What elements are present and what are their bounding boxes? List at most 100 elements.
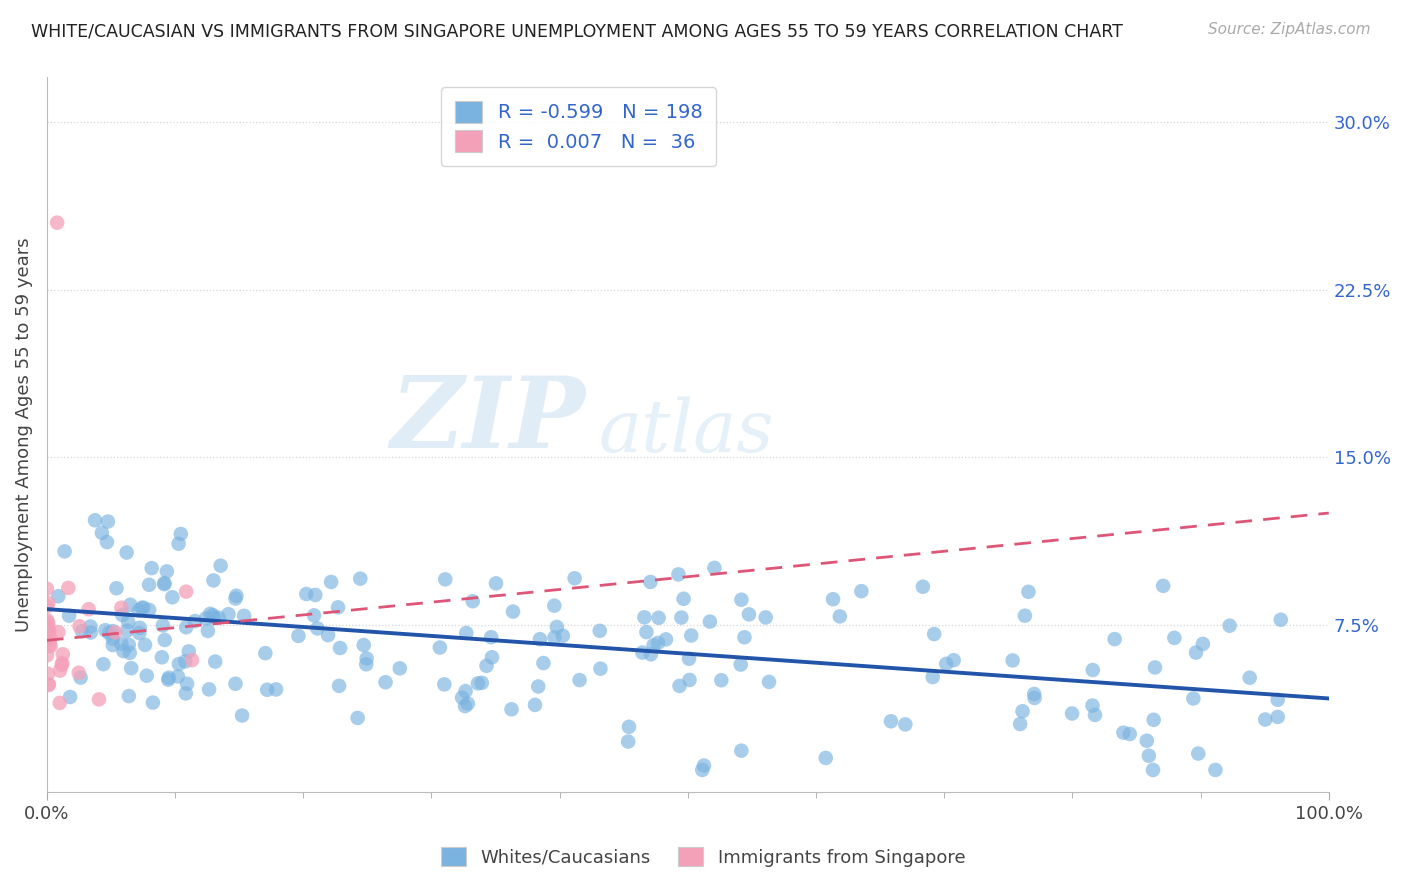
Point [374, 675, 396, 690]
Point [543, 631, 565, 645]
Point [911, 580, 934, 594]
Point [101, 632, 124, 646]
Point [131, 600, 153, 615]
Point [454, 699, 477, 714]
Point [120, 661, 142, 675]
Point [181, 653, 204, 667]
Point [922, 627, 945, 641]
Point [77, 602, 100, 616]
Point [37, 630, 59, 644]
Point [349, 572, 371, 586]
Point [543, 599, 565, 613]
Point [295, 587, 318, 601]
Point [1270, 613, 1292, 627]
Point [1014, 608, 1036, 623]
Point [921, 670, 943, 684]
Point [302, 608, 325, 623]
Point [97, 515, 120, 529]
Point [636, 625, 658, 640]
Point [329, 640, 352, 655]
Point [59, 690, 82, 704]
Point [202, 611, 225, 625]
Point [1219, 618, 1241, 632]
Point [668, 567, 690, 582]
Point [307, 621, 329, 635]
Point [672, 591, 695, 606]
Point [176, 677, 198, 691]
Point [174, 686, 197, 700]
Point [326, 600, 349, 615]
Point [217, 607, 239, 622]
Point [233, 608, 256, 623]
Point [200, 607, 222, 621]
Text: atlas: atlas [598, 396, 773, 467]
Point [681, 628, 703, 642]
Point [304, 588, 326, 602]
Point [471, 675, 494, 690]
Point [174, 654, 197, 668]
Point [80, 625, 103, 640]
Point [110, 600, 132, 615]
Point [1119, 727, 1142, 741]
Point [52, 648, 75, 662]
Point [39, 639, 62, 653]
Point [738, 607, 761, 622]
Point [37, 666, 59, 681]
Point [58, 581, 80, 595]
Point [141, 561, 163, 575]
Point [90, 525, 112, 540]
Text: Source: ZipAtlas.com: Source: ZipAtlas.com [1208, 22, 1371, 37]
Point [733, 630, 755, 644]
Point [204, 655, 226, 669]
Point [1060, 706, 1083, 721]
Point [1017, 584, 1039, 599]
Point [118, 638, 141, 652]
Point [115, 624, 138, 638]
Point [224, 591, 246, 606]
Point [935, 657, 957, 671]
Point [617, 734, 640, 748]
Point [828, 609, 851, 624]
Point [501, 702, 523, 716]
Point [346, 711, 368, 725]
Point [1081, 698, 1104, 713]
Point [98, 626, 121, 640]
Point [128, 603, 150, 617]
Point [1185, 646, 1208, 660]
Point [668, 679, 690, 693]
Point [814, 751, 837, 765]
Point [46, 216, 69, 230]
Point [35, 633, 58, 648]
Point [38, 624, 60, 638]
Point [39, 632, 62, 646]
Point [551, 629, 574, 643]
Point [678, 651, 700, 665]
Point [475, 658, 498, 673]
Point [703, 561, 725, 575]
Point [353, 638, 375, 652]
Point [120, 598, 142, 612]
Point [96, 535, 118, 549]
Point [48, 625, 70, 640]
Point [35, 613, 58, 627]
Point [631, 646, 654, 660]
Point [1024, 687, 1046, 701]
Point [138, 578, 160, 592]
Point [150, 650, 173, 665]
Point [758, 674, 780, 689]
Point [69, 619, 91, 633]
Point [671, 610, 693, 624]
Point [531, 656, 554, 670]
Point [502, 605, 524, 619]
Point [454, 684, 477, 698]
Point [617, 720, 640, 734]
Point [678, 673, 700, 687]
Point [1001, 653, 1024, 667]
Point [1011, 704, 1033, 718]
Point [110, 637, 132, 651]
Point [35, 629, 58, 643]
Point [589, 662, 612, 676]
Point [1137, 748, 1160, 763]
Point [37, 615, 59, 630]
Point [640, 574, 662, 589]
